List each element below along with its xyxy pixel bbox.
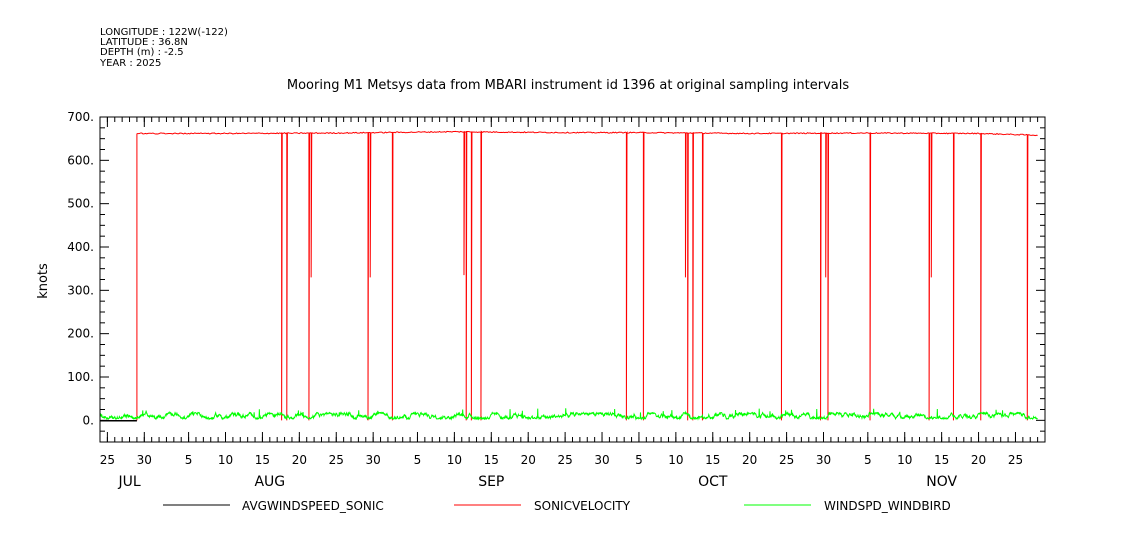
- x-tick-label: 15: [934, 453, 949, 467]
- y-tick-label: 100.: [67, 370, 94, 384]
- x-tick-label: 15: [255, 453, 270, 467]
- legend-label-sonicvelocity: SONICVELOCITY: [534, 499, 631, 513]
- x-tick-label: 5: [864, 453, 872, 467]
- x-month-label: SEP: [478, 474, 504, 490]
- plot-series-group: [100, 130, 1038, 422]
- axes: 0. 100. 200. 300. 400. 500. 600. 700. 25 30 5 10 15 2…: [67, 110, 1046, 490]
- x-tick-label: 20: [971, 453, 986, 467]
- x-tick-label: 15: [484, 453, 499, 467]
- legend-label-windspd-windbird: WINDSPD_WINDBIRD: [824, 499, 951, 513]
- y-tick-label: 200.: [67, 327, 94, 341]
- header-depth: DEPTH (m) : -2.5: [100, 47, 184, 58]
- x-tick-label: 30: [594, 453, 609, 467]
- header-longitude: LONGITUDE : 122W(-122): [100, 27, 228, 38]
- x-tick-label: 25: [779, 453, 794, 467]
- x-tick-label: 25: [100, 453, 115, 467]
- x-month-label: JUL: [117, 474, 140, 490]
- x-tick-label: 5: [414, 453, 422, 467]
- x-month-label: AUG: [254, 474, 285, 490]
- x-tick-label: 30: [816, 453, 831, 467]
- y-tick-label: 300.: [67, 283, 94, 297]
- y-tick-label: 600.: [67, 153, 94, 167]
- header-info: LONGITUDE : 122W(-122) LATITUDE : 36.8N …: [99, 27, 228, 69]
- y-tick-label: 500.: [67, 197, 94, 211]
- y-axis-label: knots: [36, 263, 51, 299]
- x-tick-label: 30: [366, 453, 381, 467]
- x-month-label: OCT: [698, 474, 728, 490]
- plot-area: [100, 130, 1038, 422]
- x-tick-label: 15: [705, 453, 720, 467]
- series-line-windspd-windbird: [100, 408, 1038, 421]
- x-tick-label: 25: [557, 453, 572, 467]
- header-latitude: LATITUDE : 36.8N: [100, 37, 188, 48]
- x-tick-label: 20: [742, 453, 757, 467]
- x-tick-label: 10: [668, 453, 683, 467]
- x-tick-label: 5: [185, 453, 193, 467]
- x-tick-label: 5: [635, 453, 643, 467]
- x-tick-label: 30: [137, 453, 152, 467]
- x-tick-label: 20: [292, 453, 307, 467]
- y-tick-label: 700.: [67, 110, 94, 124]
- x-tick-label: 10: [897, 453, 912, 467]
- series-line-sonicvelocity: [136, 130, 1038, 421]
- header-year: YEAR : 2025: [99, 58, 161, 69]
- chart-title: Mooring M1 Metsys data from MBARI instru…: [287, 78, 849, 93]
- x-tick-label: 20: [521, 453, 536, 467]
- legend: AVGWINDSPEED_SONIC SONICVELOCITY WINDSPD_W…: [163, 499, 951, 513]
- y-tick-label: 400.: [67, 240, 94, 254]
- plot-frame: [99, 116, 1046, 443]
- x-tick-label: 25: [329, 453, 344, 467]
- x-tick-label: 10: [447, 453, 462, 467]
- y-tick-label: 0.: [83, 413, 94, 427]
- x-month-label: NOV: [926, 474, 957, 490]
- x-tick-label: 25: [1008, 453, 1023, 467]
- legend-label-avgwindspeed-sonic: AVGWINDSPEED_SONIC: [242, 499, 384, 513]
- x-tick-label: 10: [218, 453, 233, 467]
